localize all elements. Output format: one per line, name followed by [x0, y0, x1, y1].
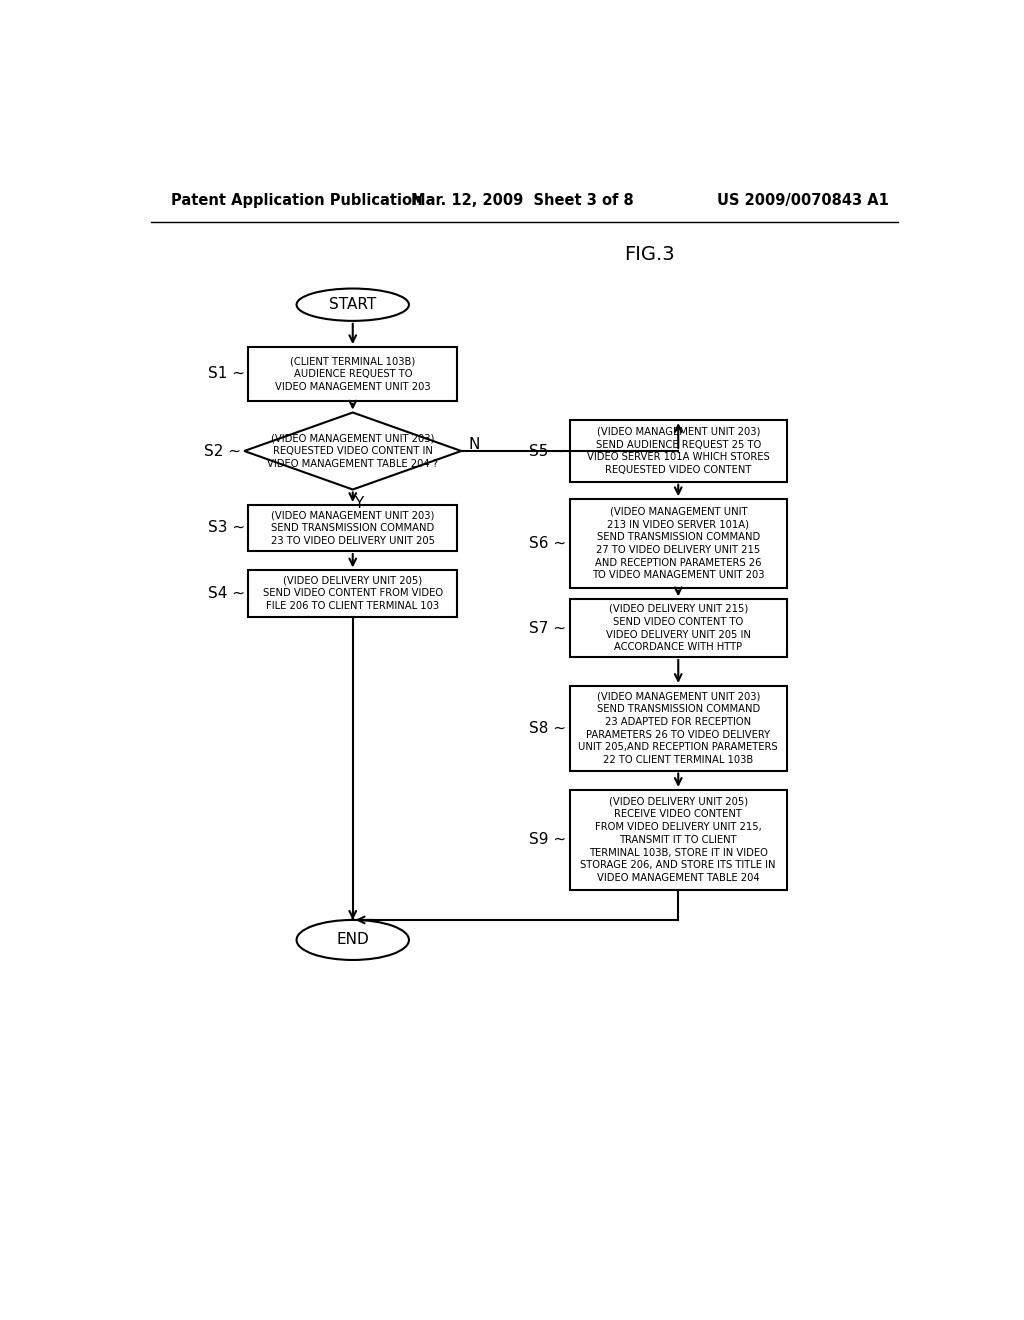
Text: END: END [336, 932, 369, 948]
Text: S2 ~: S2 ~ [204, 444, 241, 458]
Text: S3 ~: S3 ~ [208, 520, 245, 536]
Ellipse shape [297, 920, 409, 960]
Text: Y: Y [354, 496, 364, 511]
Text: S9 ~: S9 ~ [529, 833, 566, 847]
Text: (VIDEO DELIVERY UNIT 205)
SEND VIDEO CONTENT FROM VIDEO
FILE 206 TO CLIENT TERMI: (VIDEO DELIVERY UNIT 205) SEND VIDEO CON… [263, 576, 442, 611]
Text: US 2009/0070843 A1: US 2009/0070843 A1 [717, 193, 889, 209]
Text: (VIDEO DELIVERY UNIT 215)
SEND VIDEO CONTENT TO
VIDEO DELIVERY UNIT 205 IN
ACCOR: (VIDEO DELIVERY UNIT 215) SEND VIDEO CON… [606, 605, 751, 652]
Ellipse shape [297, 289, 409, 321]
Text: FIG.3: FIG.3 [624, 246, 675, 264]
Bar [569, 420, 786, 482]
Bar [569, 686, 786, 771]
Bar [248, 347, 458, 401]
Polygon shape [245, 412, 461, 490]
Text: Patent Application Publication: Patent Application Publication [171, 193, 422, 209]
Bar [248, 570, 458, 616]
Text: (VIDEO MANAGEMENT UNIT
213 IN VIDEO SERVER 101A)
SEND TRANSMISSION COMMAND
27 TO: (VIDEO MANAGEMENT UNIT 213 IN VIDEO SERV… [592, 507, 765, 581]
Text: (VIDEO DELIVERY UNIT 205)
RECEIVE VIDEO CONTENT
FROM VIDEO DELIVERY UNIT 215,
TR: (VIDEO DELIVERY UNIT 205) RECEIVE VIDEO … [581, 796, 776, 883]
Text: S1 ~: S1 ~ [208, 367, 245, 381]
Bar [569, 499, 786, 587]
Bar [569, 599, 786, 657]
Text: (VIDEO MANAGEMENT UNIT 203)
SEND TRANSMISSION COMMAND
23 ADAPTED FOR RECEPTION
P: (VIDEO MANAGEMENT UNIT 203) SEND TRANSMI… [579, 692, 778, 766]
Text: S7 ~: S7 ~ [529, 620, 566, 636]
Text: Mar. 12, 2009  Sheet 3 of 8: Mar. 12, 2009 Sheet 3 of 8 [411, 193, 634, 209]
Text: (VIDEO MANAGEMENT UNIT 203)
SEND AUDIENCE REQUEST 25 TO
VIDEO SERVER 101A WHICH : (VIDEO MANAGEMENT UNIT 203) SEND AUDIENC… [587, 426, 770, 475]
Text: S6 ~: S6 ~ [529, 536, 566, 550]
Bar [248, 506, 458, 552]
Text: N: N [469, 437, 480, 453]
Text: START: START [329, 297, 377, 313]
Text: (CLIENT TERMINAL 103B)
AUDIENCE REQUEST TO
VIDEO MANAGEMENT UNIT 203: (CLIENT TERMINAL 103B) AUDIENCE REQUEST … [274, 356, 430, 392]
Text: S5 ~: S5 ~ [529, 444, 566, 458]
Text: (VIDEO MANAGEMENT UNIT 203)
REQUESTED VIDEO CONTENT IN
VIDEO MANAGEMENT TABLE 20: (VIDEO MANAGEMENT UNIT 203) REQUESTED VI… [267, 433, 438, 469]
Text: (VIDEO MANAGEMENT UNIT 203)
SEND TRANSMISSION COMMAND
23 TO VIDEO DELIVERY UNIT : (VIDEO MANAGEMENT UNIT 203) SEND TRANSMI… [270, 511, 435, 545]
Text: S8 ~: S8 ~ [529, 721, 566, 735]
Text: S4 ~: S4 ~ [208, 586, 245, 601]
Bar [569, 789, 786, 890]
